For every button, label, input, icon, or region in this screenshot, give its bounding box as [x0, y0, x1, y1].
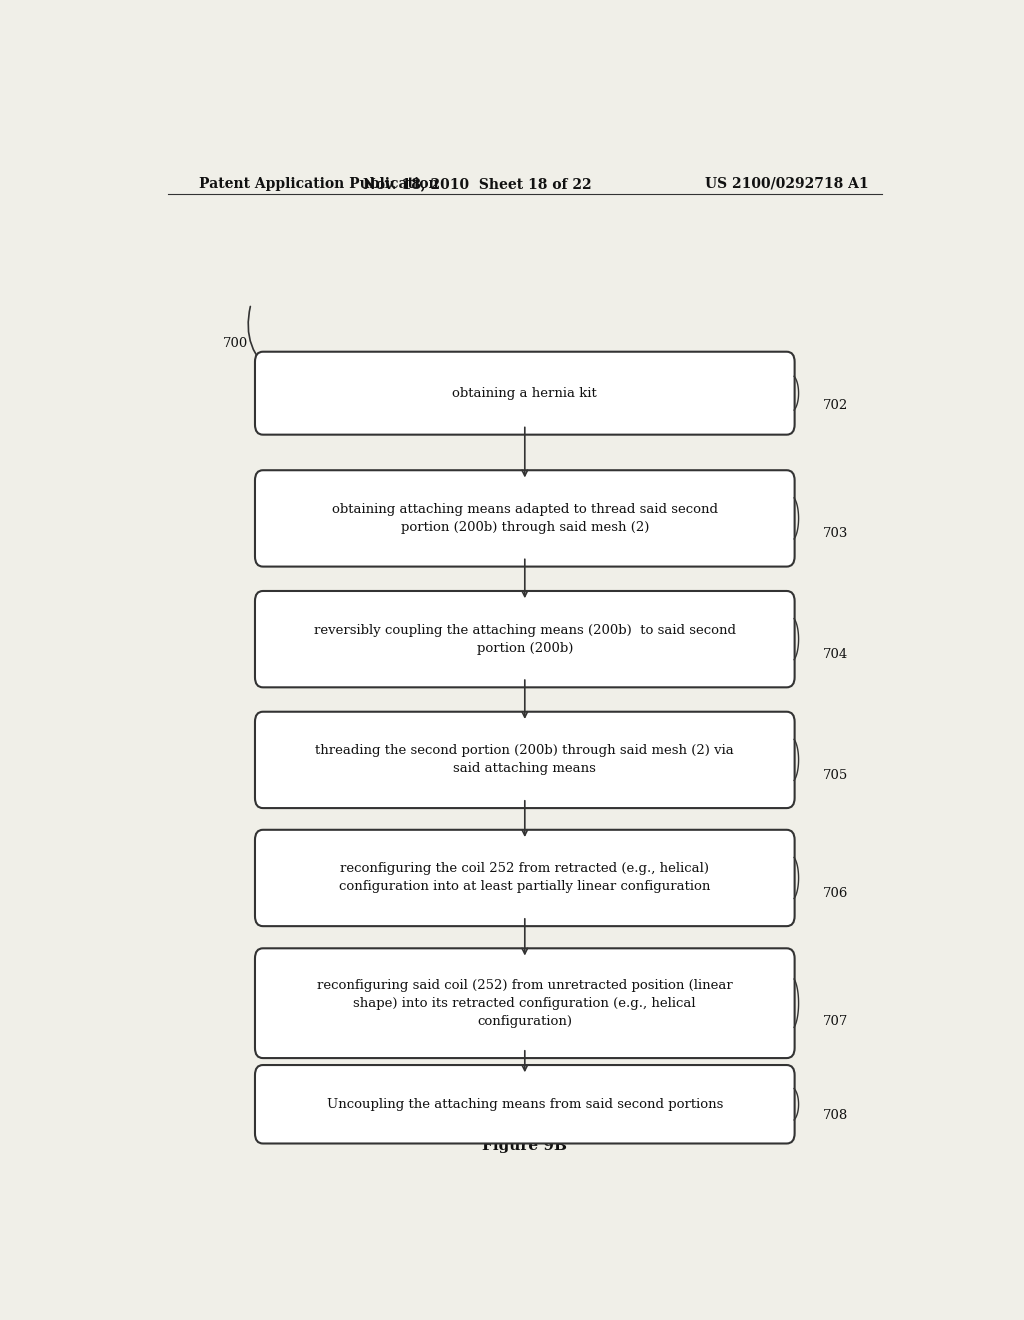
Text: 706: 706: [822, 887, 848, 900]
Text: threading the second portion (200b) through said mesh (2) via
said attaching mea: threading the second portion (200b) thro…: [315, 744, 734, 775]
Text: 704: 704: [822, 648, 848, 661]
Text: 702: 702: [822, 399, 848, 412]
FancyBboxPatch shape: [255, 948, 795, 1059]
FancyBboxPatch shape: [255, 711, 795, 808]
Text: Patent Application Publication: Patent Application Publication: [200, 177, 439, 191]
Text: 708: 708: [822, 1109, 848, 1122]
Text: Uncoupling the attaching means from said second portions: Uncoupling the attaching means from said…: [327, 1098, 723, 1110]
FancyBboxPatch shape: [255, 351, 795, 434]
Text: 703: 703: [822, 527, 848, 540]
Text: obtaining a hernia kit: obtaining a hernia kit: [453, 387, 597, 400]
FancyBboxPatch shape: [255, 591, 795, 688]
Text: 705: 705: [822, 768, 848, 781]
FancyBboxPatch shape: [255, 470, 795, 566]
Text: Figure 9B: Figure 9B: [482, 1139, 567, 1154]
Text: obtaining attaching means adapted to thread said second
portion (200b) through s: obtaining attaching means adapted to thr…: [332, 503, 718, 533]
Text: reconfiguring the coil 252 from retracted (e.g., helical)
configuration into at : reconfiguring the coil 252 from retracte…: [339, 862, 711, 894]
Text: 700: 700: [223, 338, 249, 351]
Text: Nov. 18, 2010  Sheet 18 of 22: Nov. 18, 2010 Sheet 18 of 22: [362, 177, 592, 191]
Text: 707: 707: [822, 1015, 848, 1027]
Text: reconfiguring said coil (252) from unretracted position (linear
shape) into its : reconfiguring said coil (252) from unret…: [316, 978, 733, 1028]
Text: reversibly coupling the attaching means (200b)  to said second
portion (200b): reversibly coupling the attaching means …: [313, 623, 736, 655]
Text: US 2100/0292718 A1: US 2100/0292718 A1: [705, 177, 868, 191]
FancyBboxPatch shape: [255, 1065, 795, 1143]
FancyBboxPatch shape: [255, 830, 795, 927]
